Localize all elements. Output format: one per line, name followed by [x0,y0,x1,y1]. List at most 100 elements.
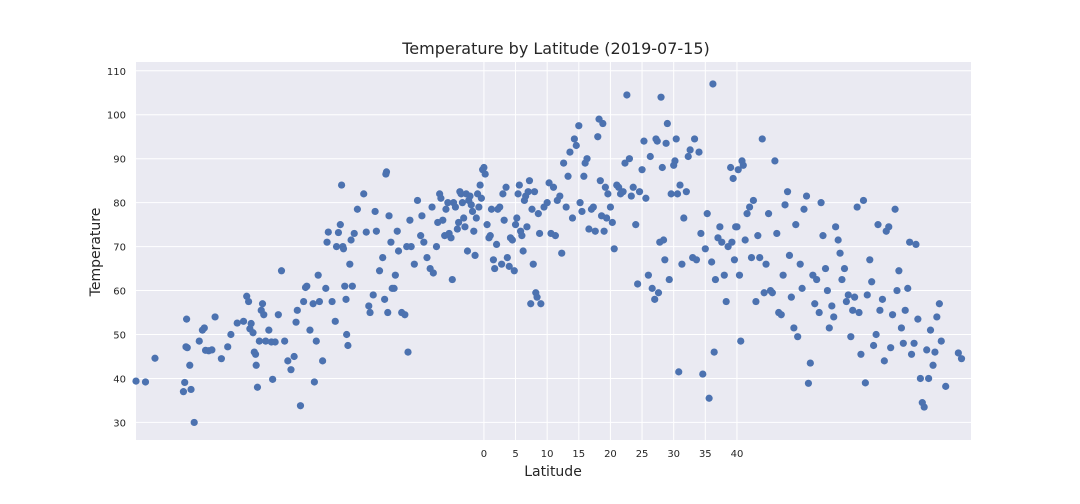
grid-lines [136,62,971,440]
data-point [332,243,341,251]
data-point [265,326,273,334]
data-point [365,302,373,310]
data-point [429,269,437,277]
data-point [729,174,737,183]
data-point [739,161,747,169]
data-point [472,214,480,222]
data-point [667,190,675,198]
data-point [733,223,741,231]
data-point [413,196,422,205]
data-point [851,293,859,301]
data-point [381,295,389,303]
data-point [447,234,455,242]
data-point [781,201,789,209]
y-tick-label: 110 [107,67,126,78]
data-point [692,256,701,264]
data-point [888,311,897,319]
data-point [534,210,542,218]
x-tick-label: 35 [699,449,712,460]
y-tick-label: 50 [113,331,126,342]
data-point [564,172,572,180]
data-point [252,361,260,369]
data-point [610,245,618,253]
data-point [480,163,488,172]
data-point [804,379,813,387]
y-tick-label: 100 [107,111,126,122]
data-point [716,223,724,231]
data-point [503,253,511,262]
data-point [498,260,506,268]
data-point [743,210,751,218]
data-point [510,267,518,275]
data-point [428,203,436,211]
data-point [596,177,604,185]
data-point [603,214,611,222]
data-point [863,291,871,299]
data-point [648,284,656,292]
data-point [855,308,863,317]
data-point [487,205,496,213]
data-point [676,181,684,189]
data-point [410,260,418,268]
data-point [360,190,368,198]
data-point [798,284,806,292]
data-point [671,157,679,165]
data-point [337,181,346,189]
data-point [923,346,931,354]
data-point [387,238,395,246]
x-tick-label: 30 [667,449,680,460]
data-point [838,275,846,284]
data-point [680,214,688,222]
data-point [347,236,355,244]
data-point [324,228,332,236]
data-point [817,199,825,207]
data-point [735,271,744,279]
data-point [549,183,558,191]
data-point [708,258,716,266]
data-point [296,402,305,410]
data-point [849,306,857,314]
data-point [284,357,292,365]
data-point [251,350,260,358]
data-point [819,232,827,240]
data-point [576,199,584,207]
data-point [686,146,694,154]
data-point [796,260,804,268]
data-point [859,196,868,205]
data-point [519,247,527,255]
data-point [290,352,298,361]
data-point [570,135,578,143]
data-point [518,232,526,240]
data-point [393,227,401,235]
data-point [857,350,865,358]
data-point [442,205,450,213]
data-point [375,267,384,275]
data-point [575,122,583,130]
data-point [806,359,814,367]
data-point [492,240,501,249]
data-point [658,163,666,172]
data-point [752,297,760,306]
data-point [665,275,673,284]
data-point [929,361,937,369]
data-point [343,330,351,339]
data-point [262,337,270,345]
data-point [323,238,331,246]
data-point [401,311,409,319]
data-point [560,159,568,167]
y-tick-label: 40 [113,374,126,385]
data-point [511,221,520,229]
data-point [293,306,301,314]
data-point [760,289,768,297]
data-point [353,205,362,213]
data-point [891,205,899,213]
data-point [847,333,855,341]
data-point [657,93,665,101]
data-point [486,232,494,240]
data-point [727,163,735,172]
data-point [249,329,257,337]
data-point [672,135,680,143]
data-point [695,148,703,156]
data-point [842,297,850,306]
